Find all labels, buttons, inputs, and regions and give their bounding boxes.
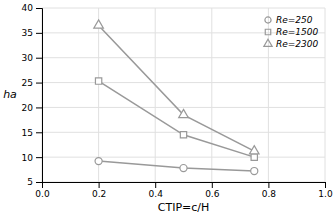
x-tick-label: 0.4 (149, 189, 164, 199)
point (95, 78, 101, 84)
point (251, 154, 257, 160)
plot: 0.00.20.40.60.81.0510152025303540Re=250R… (22, 3, 333, 199)
point (179, 109, 189, 117)
x-axis: 0.0 0.2 0.4 0.6 0.8 1.0 (35, 182, 333, 199)
x-tick-label: 0.8 (262, 189, 277, 199)
y-tick: 10 (22, 153, 42, 163)
x-tick: 1.0 (318, 182, 333, 199)
chart: 0.00.20.40.60.81.0510152025303540Re=250R… (0, 0, 335, 216)
y-tick-label: 25 (22, 78, 33, 88)
y-tick: 15 (22, 128, 42, 138)
y-tick-mark (36, 83, 42, 84)
y-axis-title: ha (3, 88, 17, 101)
grid-line-x (211, 8, 212, 182)
y-tick-label: 30 (22, 53, 34, 63)
legend-marker (265, 17, 271, 23)
x-tick-label: 1.0 (318, 189, 333, 199)
y-tick: 40 (22, 3, 42, 13)
legend-item: Re=1500 (265, 27, 318, 37)
grid-line-y (42, 82, 325, 83)
x-tick-label: 0.2 (92, 189, 106, 199)
y-tick-mark (36, 8, 42, 9)
grid (42, 8, 325, 182)
x-tick: 0.4 (149, 182, 164, 199)
legend-item: Re=2300 (264, 39, 319, 49)
y-tick: 30 (22, 53, 42, 63)
x-tick: 0.2 (92, 182, 106, 199)
point (249, 146, 259, 154)
x-tick-mark (325, 182, 326, 188)
chart-container: 0.00.20.40.60.81.0510152025303540Re=250R… (0, 0, 335, 216)
point (180, 132, 186, 138)
series-line (99, 81, 255, 157)
x-tick-mark (212, 182, 213, 188)
y-tick-label: 40 (22, 3, 34, 13)
legend: Re=250 Re=1500 Re=2300 (264, 15, 319, 49)
y-tick: 25 (22, 78, 42, 88)
legend-marker (264, 39, 272, 46)
grid-line-x (155, 8, 156, 182)
series-line (99, 25, 255, 151)
x-axis-line (43, 183, 326, 189)
y-tick-mark (36, 132, 42, 133)
y-tick-label: 15 (22, 128, 33, 138)
grid-line-x (268, 8, 269, 182)
y-tick-mark (36, 182, 42, 183)
y-tick: 20 (22, 103, 42, 113)
x-axis-title: CTIP=c/H (158, 201, 210, 214)
point (95, 158, 102, 165)
grid-line-y (42, 157, 325, 158)
y-tick-label: 35 (22, 28, 33, 38)
y-axis-line (36, 9, 43, 183)
y-axis: 5 10 15 20 25 30 35 40 (22, 3, 43, 187)
x-tick-label: 0.6 (205, 189, 220, 199)
x-tick-mark (155, 182, 156, 188)
grid-line-y (42, 107, 325, 108)
legend-label: Re=2300 (276, 39, 319, 49)
legend-label: Re=250 (276, 15, 313, 25)
grid-line-y (42, 57, 325, 58)
grid-line-x (98, 8, 99, 182)
point (180, 165, 187, 172)
x-tick: 0.0 (35, 182, 50, 199)
grid-line-y (42, 8, 325, 9)
legend-item: Re=250 (265, 15, 313, 25)
y-tick: 35 (22, 28, 42, 38)
point (251, 167, 258, 174)
x-tick: 0.6 (205, 182, 220, 199)
y-tick-mark (36, 58, 42, 59)
y-tick-label: 10 (22, 153, 34, 163)
x-tick-label: 0.0 (35, 189, 50, 199)
y-tick-label: 20 (22, 103, 34, 113)
legend-label: Re=1500 (276, 27, 319, 37)
marks (94, 20, 259, 175)
legend-marker (265, 29, 270, 34)
series-line (99, 161, 255, 171)
y-tick: 5 (27, 177, 42, 187)
y-tick-mark (36, 157, 42, 158)
grid-line-x (325, 8, 326, 182)
y-tick-label: 5 (27, 177, 33, 187)
x-tick-mark (99, 182, 100, 188)
point (94, 20, 104, 28)
x-tick-mark (268, 182, 269, 188)
y-tick-mark (36, 33, 42, 34)
y-tick-mark (36, 107, 42, 108)
x-tick: 0.8 (262, 182, 277, 199)
